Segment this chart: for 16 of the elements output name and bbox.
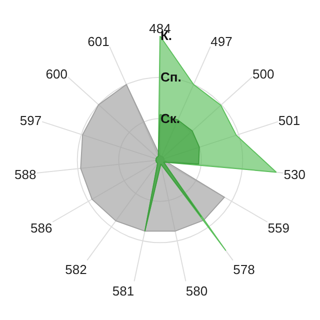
y-tick-label: Ск.	[160, 110, 180, 126]
spoke-label: 578	[233, 262, 255, 277]
spoke-label: 586	[30, 220, 52, 236]
spoke-label: 501	[278, 113, 300, 128]
spoke-label: 500	[252, 66, 274, 82]
spoke-label: 559	[268, 220, 290, 236]
spoke-label: 601	[88, 34, 110, 49]
spoke-label: 597	[20, 113, 42, 128]
spoke-label: 580	[186, 283, 208, 298]
spoke-label: 497	[210, 34, 232, 49]
spoke-label: 600	[46, 66, 68, 82]
spoke-label: 582	[65, 262, 87, 277]
spoke-label: 581	[112, 283, 134, 298]
spoke-label: 588	[14, 166, 36, 182]
y-tick-label: Сп.	[160, 70, 182, 85]
spoke-label: 530	[284, 166, 306, 182]
